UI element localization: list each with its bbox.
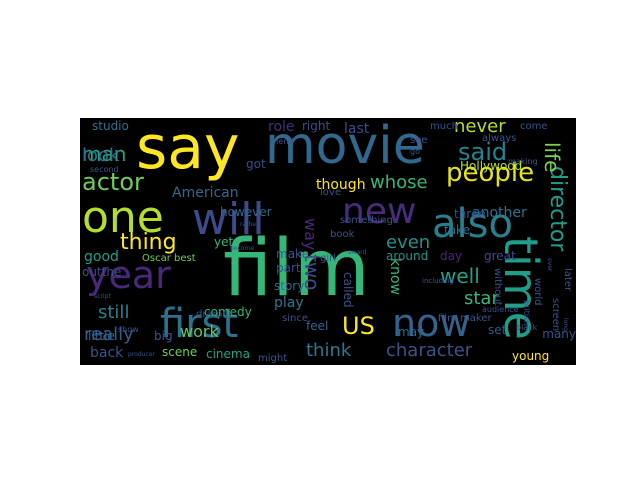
cloud-word: girl <box>320 253 337 264</box>
cloud-word: book <box>330 229 355 240</box>
cloud-word: new <box>342 191 417 232</box>
cloud-word: man <box>82 142 127 166</box>
cloud-word: ever <box>546 258 553 272</box>
cloud-word: since <box>282 313 308 324</box>
cloud-word: called <box>341 272 355 308</box>
cloud-word: Oscar best <box>142 253 196 264</box>
cloud-word: say <box>136 118 240 183</box>
cloud-word: producer <box>128 351 155 358</box>
cloud-word: though <box>316 177 366 193</box>
cloud-word: still <box>98 302 130 323</box>
cloud-word: award <box>348 249 367 256</box>
cloud-word: think <box>306 340 352 361</box>
cloud-word: friend <box>270 137 294 146</box>
cloud-word: never <box>454 118 506 137</box>
cloud-word: said <box>458 138 508 166</box>
cloud-word: role <box>268 119 295 135</box>
cloud-word: including <box>422 277 454 285</box>
cloud-word: might <box>258 353 288 364</box>
cloud-word: big <box>154 329 173 343</box>
cloud-word: actor <box>82 168 144 196</box>
cloud-word: one <box>82 192 164 243</box>
cloud-word: Hollywood <box>460 159 523 173</box>
cloud-word: director <box>545 166 570 252</box>
cloud-word: much <box>430 121 458 132</box>
cloud-word: star <box>464 288 499 309</box>
cloud-word: will <box>192 194 265 245</box>
cloud-word: also <box>432 201 513 247</box>
cloud-word: life <box>540 142 564 173</box>
cloud-word: however <box>220 205 272 219</box>
cloud-word: good <box>84 249 119 265</box>
cloud-word: way <box>301 218 320 251</box>
cloud-word: US <box>342 312 375 340</box>
cloud-word: movie <box>265 118 425 176</box>
cloud-word: first <box>160 301 239 347</box>
cloud-word: making <box>508 157 538 166</box>
cloud-word: cinema <box>206 347 250 361</box>
cloud-word: without <box>492 268 503 306</box>
cloud-word: go <box>410 147 420 156</box>
cloud-word: around <box>386 249 429 263</box>
cloud-word: audience <box>482 305 519 314</box>
cloud-word: whose <box>370 172 428 193</box>
cloud-word: year <box>86 253 171 297</box>
cloud-word: now <box>392 301 471 345</box>
cloud-word: set <box>488 323 507 337</box>
cloud-word: little <box>88 329 115 343</box>
cloud-word: come <box>520 121 548 132</box>
cloud-word: American <box>172 185 239 201</box>
cloud-word: outthe <box>82 265 122 279</box>
cloud-word: make <box>276 247 309 261</box>
word-cloud: film say movie one will year also new time first n… <box>80 118 576 365</box>
cloud-word: show <box>118 325 139 334</box>
cloud-word: black <box>516 323 538 332</box>
cloud-word: right <box>302 119 331 133</box>
cloud-word: world <box>532 278 543 306</box>
cloud-word: part <box>276 261 301 275</box>
cloud-word: see <box>410 135 428 146</box>
cloud-word: story <box>274 279 305 293</box>
cloud-word: back <box>90 345 124 361</box>
cloud-word: later <box>562 268 573 292</box>
cloud-word: long <box>562 318 569 331</box>
cloud-word: many <box>542 327 576 341</box>
cloud-word: become <box>230 245 255 252</box>
cloud-word: scene <box>162 345 198 359</box>
cloud-word: got <box>246 157 266 171</box>
cloud-word: day <box>440 249 463 263</box>
cloud-word: even <box>386 232 431 253</box>
cloud-word: something <box>340 215 393 226</box>
cloud-word: rather <box>240 221 259 228</box>
cloud-word: another <box>472 205 527 221</box>
cloud-word: film <box>223 224 370 314</box>
cloud-word: yet <box>214 235 234 249</box>
cloud-word: love <box>320 187 341 198</box>
cloud-word: play <box>274 295 304 311</box>
cloud-word: well <box>440 264 480 288</box>
cloud-word: thing <box>120 230 177 255</box>
cloud-word: last <box>344 121 370 137</box>
cloud-word: look <box>82 145 120 166</box>
cloud-word: really <box>84 324 134 345</box>
cloud-word: british <box>522 300 531 326</box>
cloud-word: drama <box>196 309 229 320</box>
cloud-word: may <box>398 325 425 339</box>
cloud-word: script <box>94 293 111 300</box>
cloud-word: know <box>387 258 403 295</box>
cloud-word: screen <box>550 298 561 332</box>
cloud-word: feel <box>306 319 329 333</box>
cloud-word: comedy <box>204 305 252 319</box>
cloud-word: young <box>512 349 550 363</box>
cloud-word: take <box>444 223 470 237</box>
cloud-word: people <box>446 158 535 188</box>
cloud-word: always <box>482 133 517 144</box>
cloud-word: character <box>386 340 473 361</box>
cloud-word: film maker <box>438 313 492 324</box>
cloud-word: studio <box>92 119 129 133</box>
cloud-word: second <box>90 165 119 174</box>
cloud-word: work <box>180 322 219 341</box>
cloud-word: great <box>484 249 516 263</box>
cloud-word: three <box>454 207 486 221</box>
